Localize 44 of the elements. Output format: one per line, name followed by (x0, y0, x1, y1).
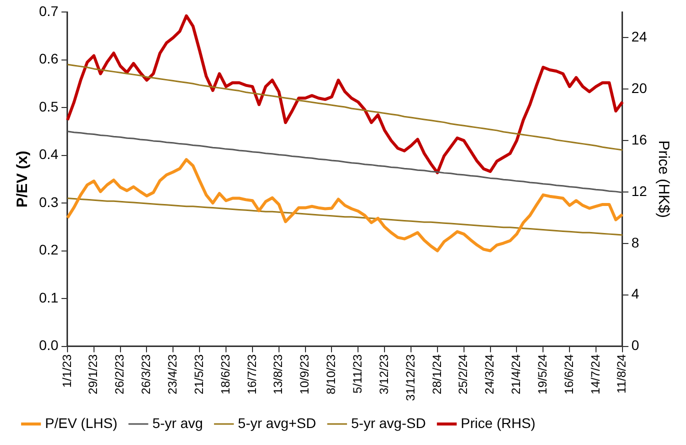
x-tick-label: 16/7/23 (244, 354, 259, 394)
legend-label: Price (RHS) (460, 414, 536, 431)
x-tick-label: 10/9/23 (298, 354, 312, 394)
x-tick-label: 11/8/24 (614, 354, 629, 394)
y-tick-label: 0.4 (38, 146, 59, 162)
legend-label: 5-yr avg+SD (238, 414, 316, 431)
x-tick-label: 21/5/23 (192, 354, 206, 394)
legend-label: 5-yr avg (152, 414, 203, 431)
y-axis-title: P/EV (x) (14, 150, 32, 208)
y-tick-label: 0.6 (38, 50, 59, 67)
legend-label: 5-yr avg-SD (351, 414, 426, 431)
x-tick-label: 25/2/24 (456, 354, 470, 394)
x-tick-label: 1/1/23 (60, 354, 74, 388)
y2-tick-label: 24 (631, 28, 648, 45)
x-tick-label: 21/4/24 (509, 354, 524, 394)
y2-tick-label: 20 (631, 80, 648, 96)
y-tick-label: 0.1 (38, 289, 59, 306)
x-tick-label: 24/3/24 (482, 354, 497, 394)
x-tick-label: 31/12/23 (403, 354, 418, 402)
x-tick-label: 3/12/23 (376, 354, 391, 394)
x-tick-label: 16/6/24 (562, 354, 576, 394)
x-tick-label: 14/7/24 (588, 354, 602, 394)
x-tick-label: 8/10/23 (324, 354, 338, 394)
x-tick-label: 19/5/24 (535, 354, 550, 394)
x-tick-label: 5/11/23 (350, 354, 364, 394)
y-tick-label: 0.3 (38, 194, 59, 210)
x-tick-label: 23/4/23 (165, 354, 180, 394)
x-tick-label: 13/8/23 (271, 354, 286, 394)
x-tick-label: 29/1/23 (86, 354, 100, 394)
y2-tick-label: 0 (631, 337, 640, 354)
x-tick-label: 18/6/23 (218, 354, 232, 394)
y-tick-label: 0.0 (38, 337, 59, 354)
y-tick-label: 0.2 (38, 242, 59, 258)
y2-tick-label: 4 (631, 286, 640, 302)
y2-tick-label: 16 (631, 131, 648, 148)
x-tick-label: 26/2/23 (112, 354, 127, 394)
legend-label: P/EV (LHS) (45, 414, 118, 431)
y-tick-label: 0.5 (38, 98, 59, 114)
y2-axis-title: Price (HK$) (654, 140, 672, 218)
x-tick-label: 28/1/24 (430, 354, 444, 394)
x-tick-label: 26/3/23 (139, 354, 154, 394)
y2-tick-label: 12 (631, 182, 648, 199)
y-tick-label: 0.7 (38, 2, 59, 19)
y2-tick-label: 8 (631, 234, 640, 250)
